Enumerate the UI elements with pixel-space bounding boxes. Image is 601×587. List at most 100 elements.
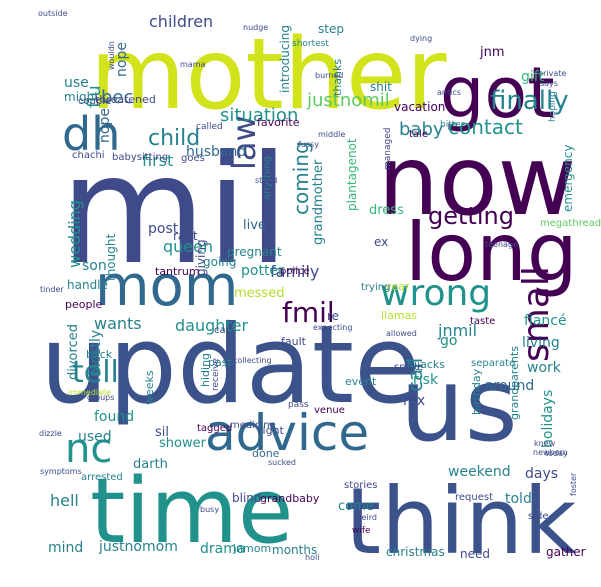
word-bec: bec [101,87,133,108]
word-birthday: birthday [470,368,483,415]
word-told: told [505,491,532,507]
word-police: police [280,266,310,277]
word-go: go [440,333,457,349]
word-stories: stories [344,480,378,491]
word-post: post [148,221,179,237]
word-medicine: medicine [230,420,276,431]
word-request: request [455,492,493,503]
word-son: son [82,258,107,274]
word-symptoms: symptoms [40,467,82,476]
word-giving: giving [194,239,208,276]
word-hell: hell [50,491,79,510]
word-knew: knew [534,439,556,448]
word-burned: burned [315,71,343,80]
word-finally: finally [490,86,569,116]
word-wife: wife [352,526,371,536]
word-managed: managed [383,128,393,170]
word-hiding: hiding [199,353,212,387]
word-dying: dying [410,34,432,43]
word-separate: separate [471,358,515,369]
word-drama: drama [200,541,245,557]
word-thanks: thanks [331,59,344,96]
word-going: going [203,255,237,269]
word-car: car [214,325,231,336]
word-holi: holi [305,553,319,562]
word-first: first [142,151,173,170]
word-allowed: allowed [386,329,417,338]
word-live: live [243,218,266,233]
word-gather: gather [546,545,586,559]
word-wouldn: wouldn [107,41,116,70]
word-event: event [345,375,377,388]
word-snake: snake [394,362,423,373]
word-threatened: threatened [95,93,156,106]
word-update: update [40,303,421,428]
word-grandmother: grandmother [311,159,326,245]
word-favorite: favorite [257,116,300,129]
word-gift: gift [521,69,544,85]
word-tell: tell [72,355,119,390]
word-anything: anything [262,156,273,200]
word-divorced: divorced [66,324,81,380]
word-risk: risk [413,372,439,388]
word-dizzle: dizzle [39,429,62,438]
word-think: think [345,468,577,575]
word-pregnant: pregnant [227,245,282,259]
word-call: call [403,358,427,392]
word-chachi: chachi [72,150,105,161]
word-ex: ex [374,235,388,249]
word-wedding: wedding [65,200,84,268]
word-grandbaby: grandbaby [260,492,320,505]
word-mostly: mostly [88,330,104,377]
word-holidays: holidays [540,390,556,448]
word-newborn: newborn [533,448,568,457]
word-potter: potter [241,263,284,279]
word-weird: weird [355,513,377,522]
word-children: children [149,12,213,31]
word-middle: middle [318,130,345,139]
word-back: back [86,348,113,361]
word-busy: busy [200,505,219,514]
word-fiance-: fiancé [524,313,567,329]
word-dress: dress [369,203,404,218]
word-tantrum: tantrum [155,265,200,278]
word-called: called [196,122,223,132]
word-re: re [327,309,339,323]
word-tagged: tagged [197,423,232,434]
word-flu: flu [84,85,105,108]
word-arrested: arrested [81,472,123,483]
word-plantagenot: plantagenot [345,138,359,211]
word-getting: getting [428,202,514,230]
word-family: family [270,262,319,281]
word-says: says [540,79,558,88]
word-darth: darth [133,457,168,472]
word-tinder: tinder [40,285,64,294]
word-grandparents: grandparents [508,346,521,420]
word-use: use [64,75,89,91]
word-got: got [440,52,555,134]
word-step: step [318,22,344,36]
word-emergency: emergency [561,145,575,212]
word-megathread: megathread [540,218,601,229]
word-come: come [338,499,374,514]
word-living: living [522,335,560,351]
word-goes: goes [181,153,205,164]
word-year: year [385,280,410,293]
word-introducing: introducing [278,25,292,93]
word-us: us [400,346,518,465]
word-antics: antics [437,88,461,97]
word-today: today [545,449,568,458]
word-trying: trying [361,282,390,293]
word-jnmom: jnmom [232,542,271,555]
word-time: time [90,459,293,564]
word-collecting: collecting [233,356,272,365]
word-handle: handle [67,278,108,292]
word-bitter: bitter [440,120,465,130]
word-work: work [527,360,562,376]
word-thought: thought [104,234,118,281]
word-baby: baby [399,119,444,140]
word-babysitting: babysitting [112,152,168,163]
word-advice: advice [205,404,369,462]
